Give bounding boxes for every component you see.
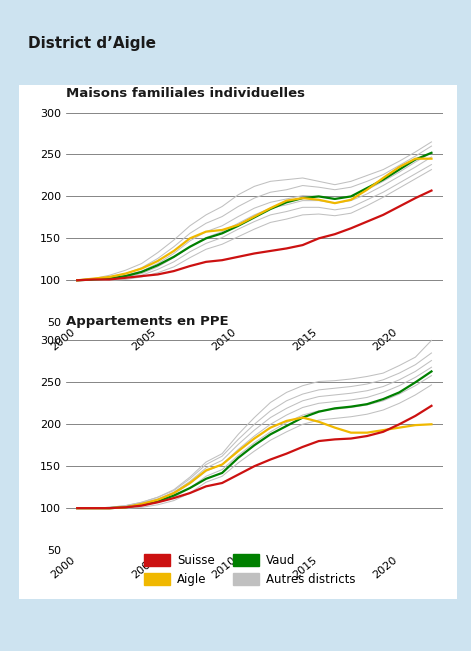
Text: District d’Aigle: District d’Aigle [28, 36, 156, 51]
Text: Appartements en PPE: Appartements en PPE [66, 315, 228, 328]
Text: Maisons familiales individuelles: Maisons familiales individuelles [66, 87, 305, 100]
Legend: Suisse, Aigle, Vaud, Autres districts: Suisse, Aigle, Vaud, Autres districts [140, 551, 359, 590]
